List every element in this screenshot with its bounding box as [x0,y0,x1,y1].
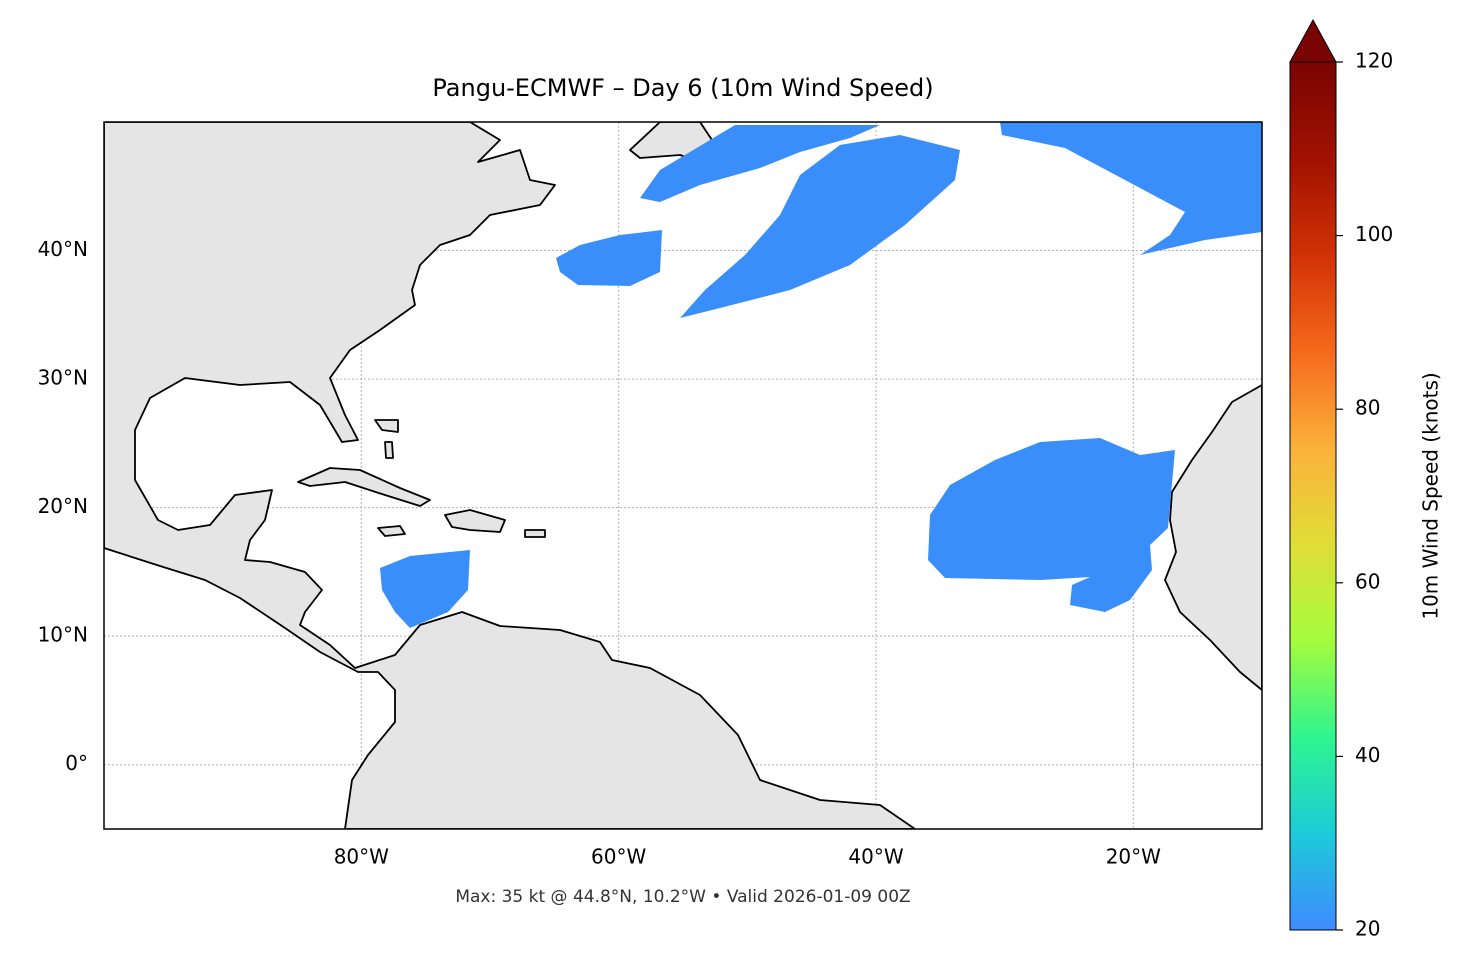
y-tick-label: 0° [65,751,88,775]
map-frame [103,121,1263,830]
y-tick-label: 30°N [38,366,88,390]
colorbar-label: 10m Wind Speed (knots) [1419,372,1443,619]
x-tick-label: 60°W [591,845,646,869]
colorbar-tick-label: 20 [1355,917,1380,941]
jamaica [377,525,406,537]
colorbar-tick-label: 80 [1355,396,1380,420]
footer-note: Max: 35 kt @ 44.8°N, 10.2°W • Valid 2026… [455,887,910,907]
x-tick-label: 40°W [848,845,903,869]
colorbar-tick-label: 100 [1355,222,1393,246]
puerto-rico [524,529,546,538]
chart-title: Pangu-ECMWF – Day 6 (10m Wind Speed) [432,74,933,102]
hispaniola [444,509,506,533]
y-tick-label: 20°N [38,494,88,518]
bahamas [374,419,399,459]
y-tick-label: 10°N [38,623,88,647]
colorbar-tick-label: 120 [1355,49,1393,73]
wind-region [640,125,880,202]
x-tick-label: 20°W [1106,845,1161,869]
colorbar [1289,61,1337,931]
wind-region [928,438,1175,612]
colorbar-tick-label: 40 [1355,743,1380,767]
cuba [297,467,431,507]
americas [104,122,916,829]
x-tick-label: 80°W [334,845,389,869]
colorbar-extend [1289,18,1337,63]
map-layer [104,122,1262,829]
colorbar-tick-label: 60 [1355,569,1380,593]
wind-region [1000,122,1262,255]
wind-region [556,230,662,286]
wind-region [680,135,960,318]
y-tick-label: 40°N [38,237,88,261]
wind-region [380,550,470,628]
africa [1164,384,1262,691]
